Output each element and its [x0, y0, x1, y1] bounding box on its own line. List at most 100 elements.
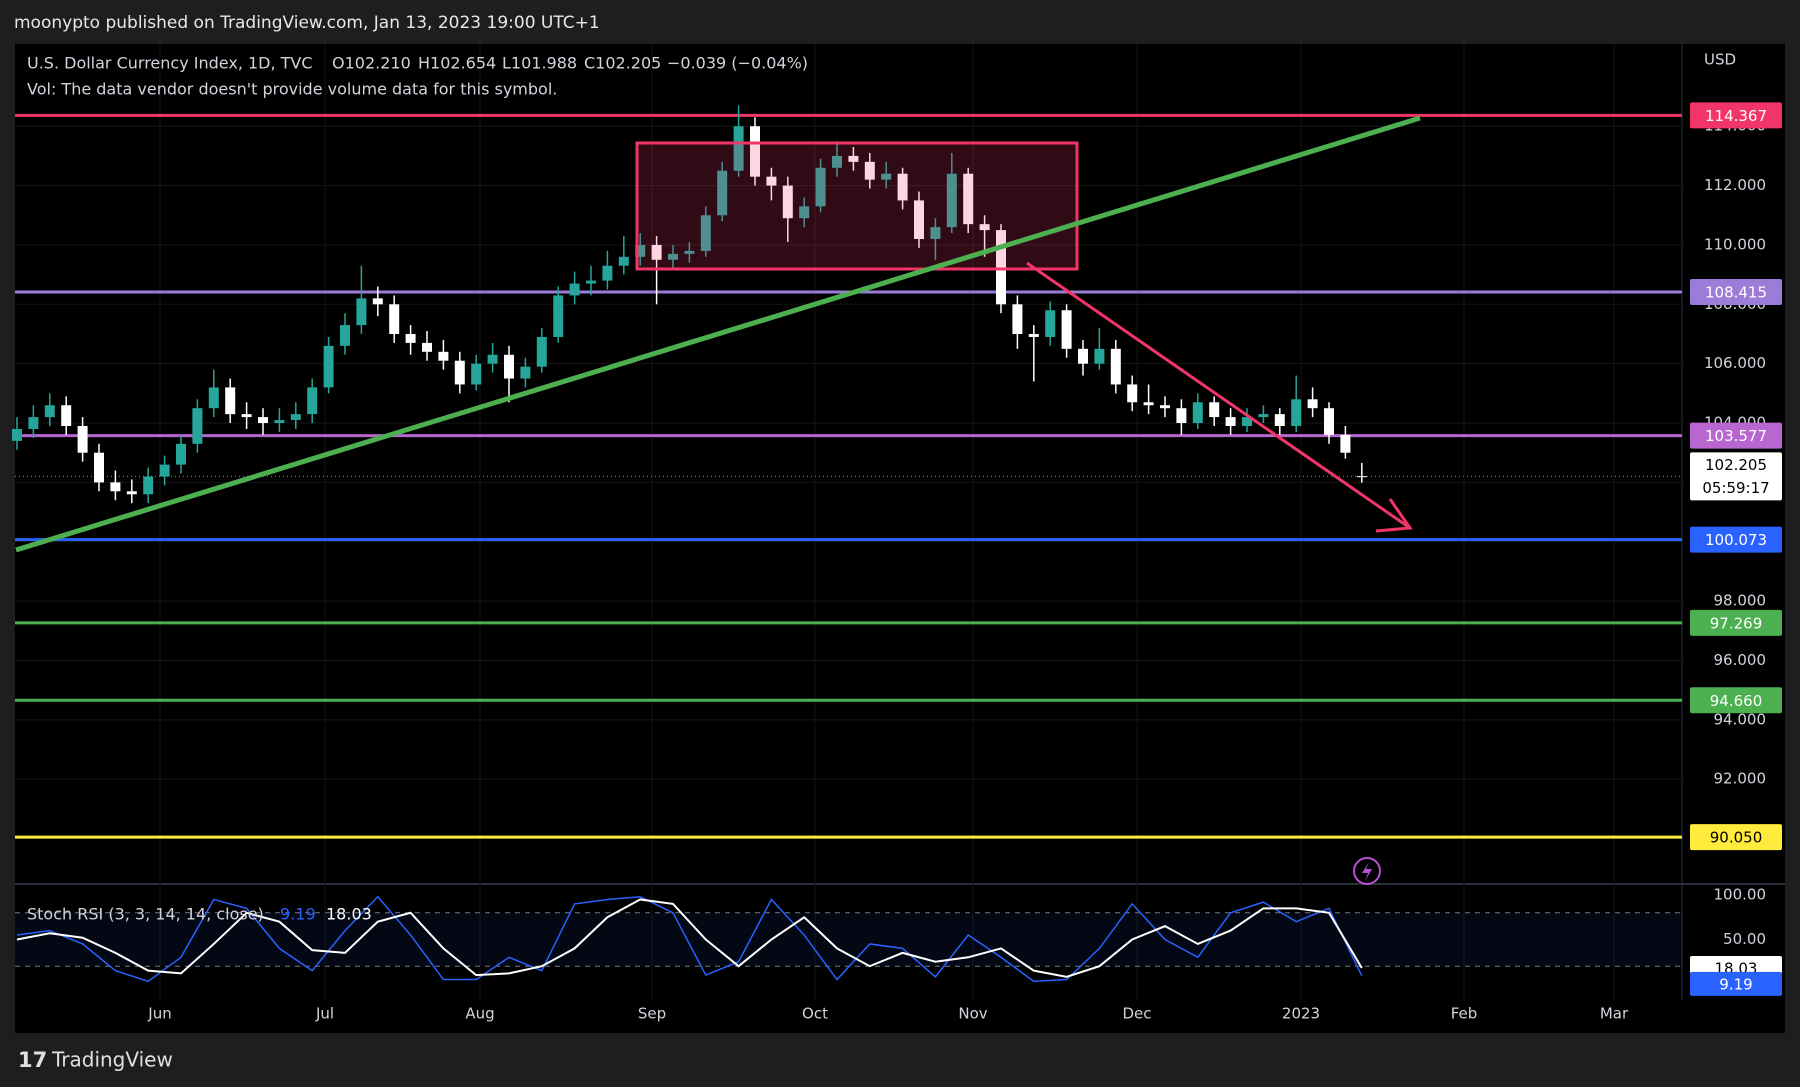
arrow-head: [1375, 498, 1413, 533]
candle-body: [897, 173, 908, 201]
alert-icon[interactable]: [1353, 857, 1381, 885]
candle-body: [323, 345, 334, 388]
candle-body: [602, 265, 613, 281]
candle-body: [1307, 399, 1318, 409]
candle-body: [815, 167, 826, 207]
candle-body: [1028, 333, 1039, 337]
last-price-label: 102.205: [1705, 456, 1767, 474]
stoch-band-fill: [15, 912, 1682, 967]
candle-body: [1094, 348, 1105, 364]
candle-body: [44, 405, 55, 418]
candle-body: [487, 354, 498, 364]
candle-body: [651, 244, 662, 260]
candle-body: [159, 464, 170, 477]
candle-body: [1045, 310, 1056, 337]
candle-body: [733, 126, 744, 171]
candle-body: [766, 176, 777, 186]
stoch-k-value: 9.19: [280, 905, 316, 924]
candle-body: [356, 298, 367, 326]
y-tick-label: 106.000: [1704, 354, 1766, 372]
candle-body: [635, 244, 646, 257]
candle-body: [1143, 402, 1154, 406]
level-label: 100.073: [1705, 531, 1767, 549]
candle-body: [110, 482, 121, 492]
y-tick-label: 98.000: [1714, 592, 1767, 610]
candle-body: [946, 173, 957, 228]
candle-body: [848, 155, 859, 162]
candle-body: [1242, 417, 1252, 427]
candle-body: [996, 230, 1006, 305]
symbol: U.S. Dollar Currency Index, 1D, TVC: [27, 54, 313, 73]
candle-body: [290, 414, 301, 421]
candle-body: [684, 250, 695, 254]
stoch-line: [16, 898, 1363, 978]
candle-body: [832, 155, 842, 168]
currency: USD: [1704, 51, 1736, 69]
candle-body: [405, 333, 416, 343]
candle-body: [126, 491, 137, 495]
stoch-tick-label: 50.00: [1723, 930, 1766, 948]
candle-body: [1192, 402, 1203, 424]
candle-body: [77, 426, 88, 453]
candle-body: [372, 298, 383, 305]
alert-bolt: [1362, 862, 1372, 881]
x-tick-label: Dec: [1122, 1005, 1151, 1023]
candle-body: [1176, 408, 1187, 424]
candle-body: [1078, 348, 1088, 364]
y-tick-label: 112.000: [1704, 176, 1766, 194]
candle-body: [700, 215, 711, 251]
candle-body: [504, 354, 514, 379]
candle-body: [1160, 405, 1170, 409]
candle-body: [881, 173, 892, 180]
level-label-box: [1690, 609, 1782, 636]
x-tick-label: Feb: [1451, 1005, 1478, 1023]
stoch-line: [16, 895, 1363, 983]
last-price-box: [1690, 452, 1782, 501]
candle-body: [241, 414, 252, 418]
level-label-box: [1690, 526, 1782, 553]
candle-body: [569, 283, 580, 296]
candle-body: [225, 387, 236, 415]
candle-body: [28, 417, 39, 429]
candle-body: [94, 452, 104, 483]
level-label: 90.050: [1710, 829, 1763, 847]
level-label-box: [1690, 824, 1782, 851]
logo-text: TradingView: [51, 1048, 173, 1072]
candle-body: [1127, 384, 1138, 403]
candle-body: [61, 405, 72, 427]
candle-body: [1324, 408, 1334, 435]
candle-body: [586, 280, 596, 284]
candle-body: [438, 351, 449, 361]
candle-body: [1209, 402, 1220, 418]
candle-body: [192, 408, 203, 444]
x-tick-label: Mar: [1600, 1005, 1629, 1023]
candle-body: [454, 360, 465, 385]
candle-body: [1258, 414, 1269, 418]
candle-body: [1356, 476, 1367, 478]
candle-body: [340, 325, 350, 346]
stoch-title: Stoch RSI (3, 3, 14, 14, close): [27, 905, 264, 924]
candle-body: [979, 224, 990, 231]
close: C102.205: [584, 54, 661, 73]
x-tick-label: Jul: [315, 1005, 334, 1023]
candle-body: [1274, 414, 1285, 427]
level-label: 94.660: [1710, 692, 1763, 710]
stoch-k-label: 9.19: [1719, 975, 1752, 993]
candle-body: [864, 161, 875, 180]
logo: 𝟭𝟳: [18, 1048, 47, 1072]
candle-body: [1061, 310, 1072, 349]
stoch-d-value: 18.03: [326, 905, 372, 924]
candle-body: [1291, 399, 1302, 427]
x-tick-label: 2023: [1282, 1005, 1320, 1023]
y-tick-label: 94.000: [1714, 710, 1767, 728]
candle-body: [1110, 348, 1121, 385]
candle-body: [176, 443, 186, 465]
candle-body: [471, 363, 482, 385]
x-tick-label: Sep: [638, 1005, 666, 1023]
high: H102.654: [418, 54, 496, 73]
range-box: [635, 141, 1079, 271]
level-label-box: [1690, 102, 1782, 129]
x-tick-label: Nov: [958, 1005, 987, 1023]
y-tick-label: 96.000: [1714, 651, 1767, 669]
countdown: 05:59:17: [1702, 479, 1769, 497]
